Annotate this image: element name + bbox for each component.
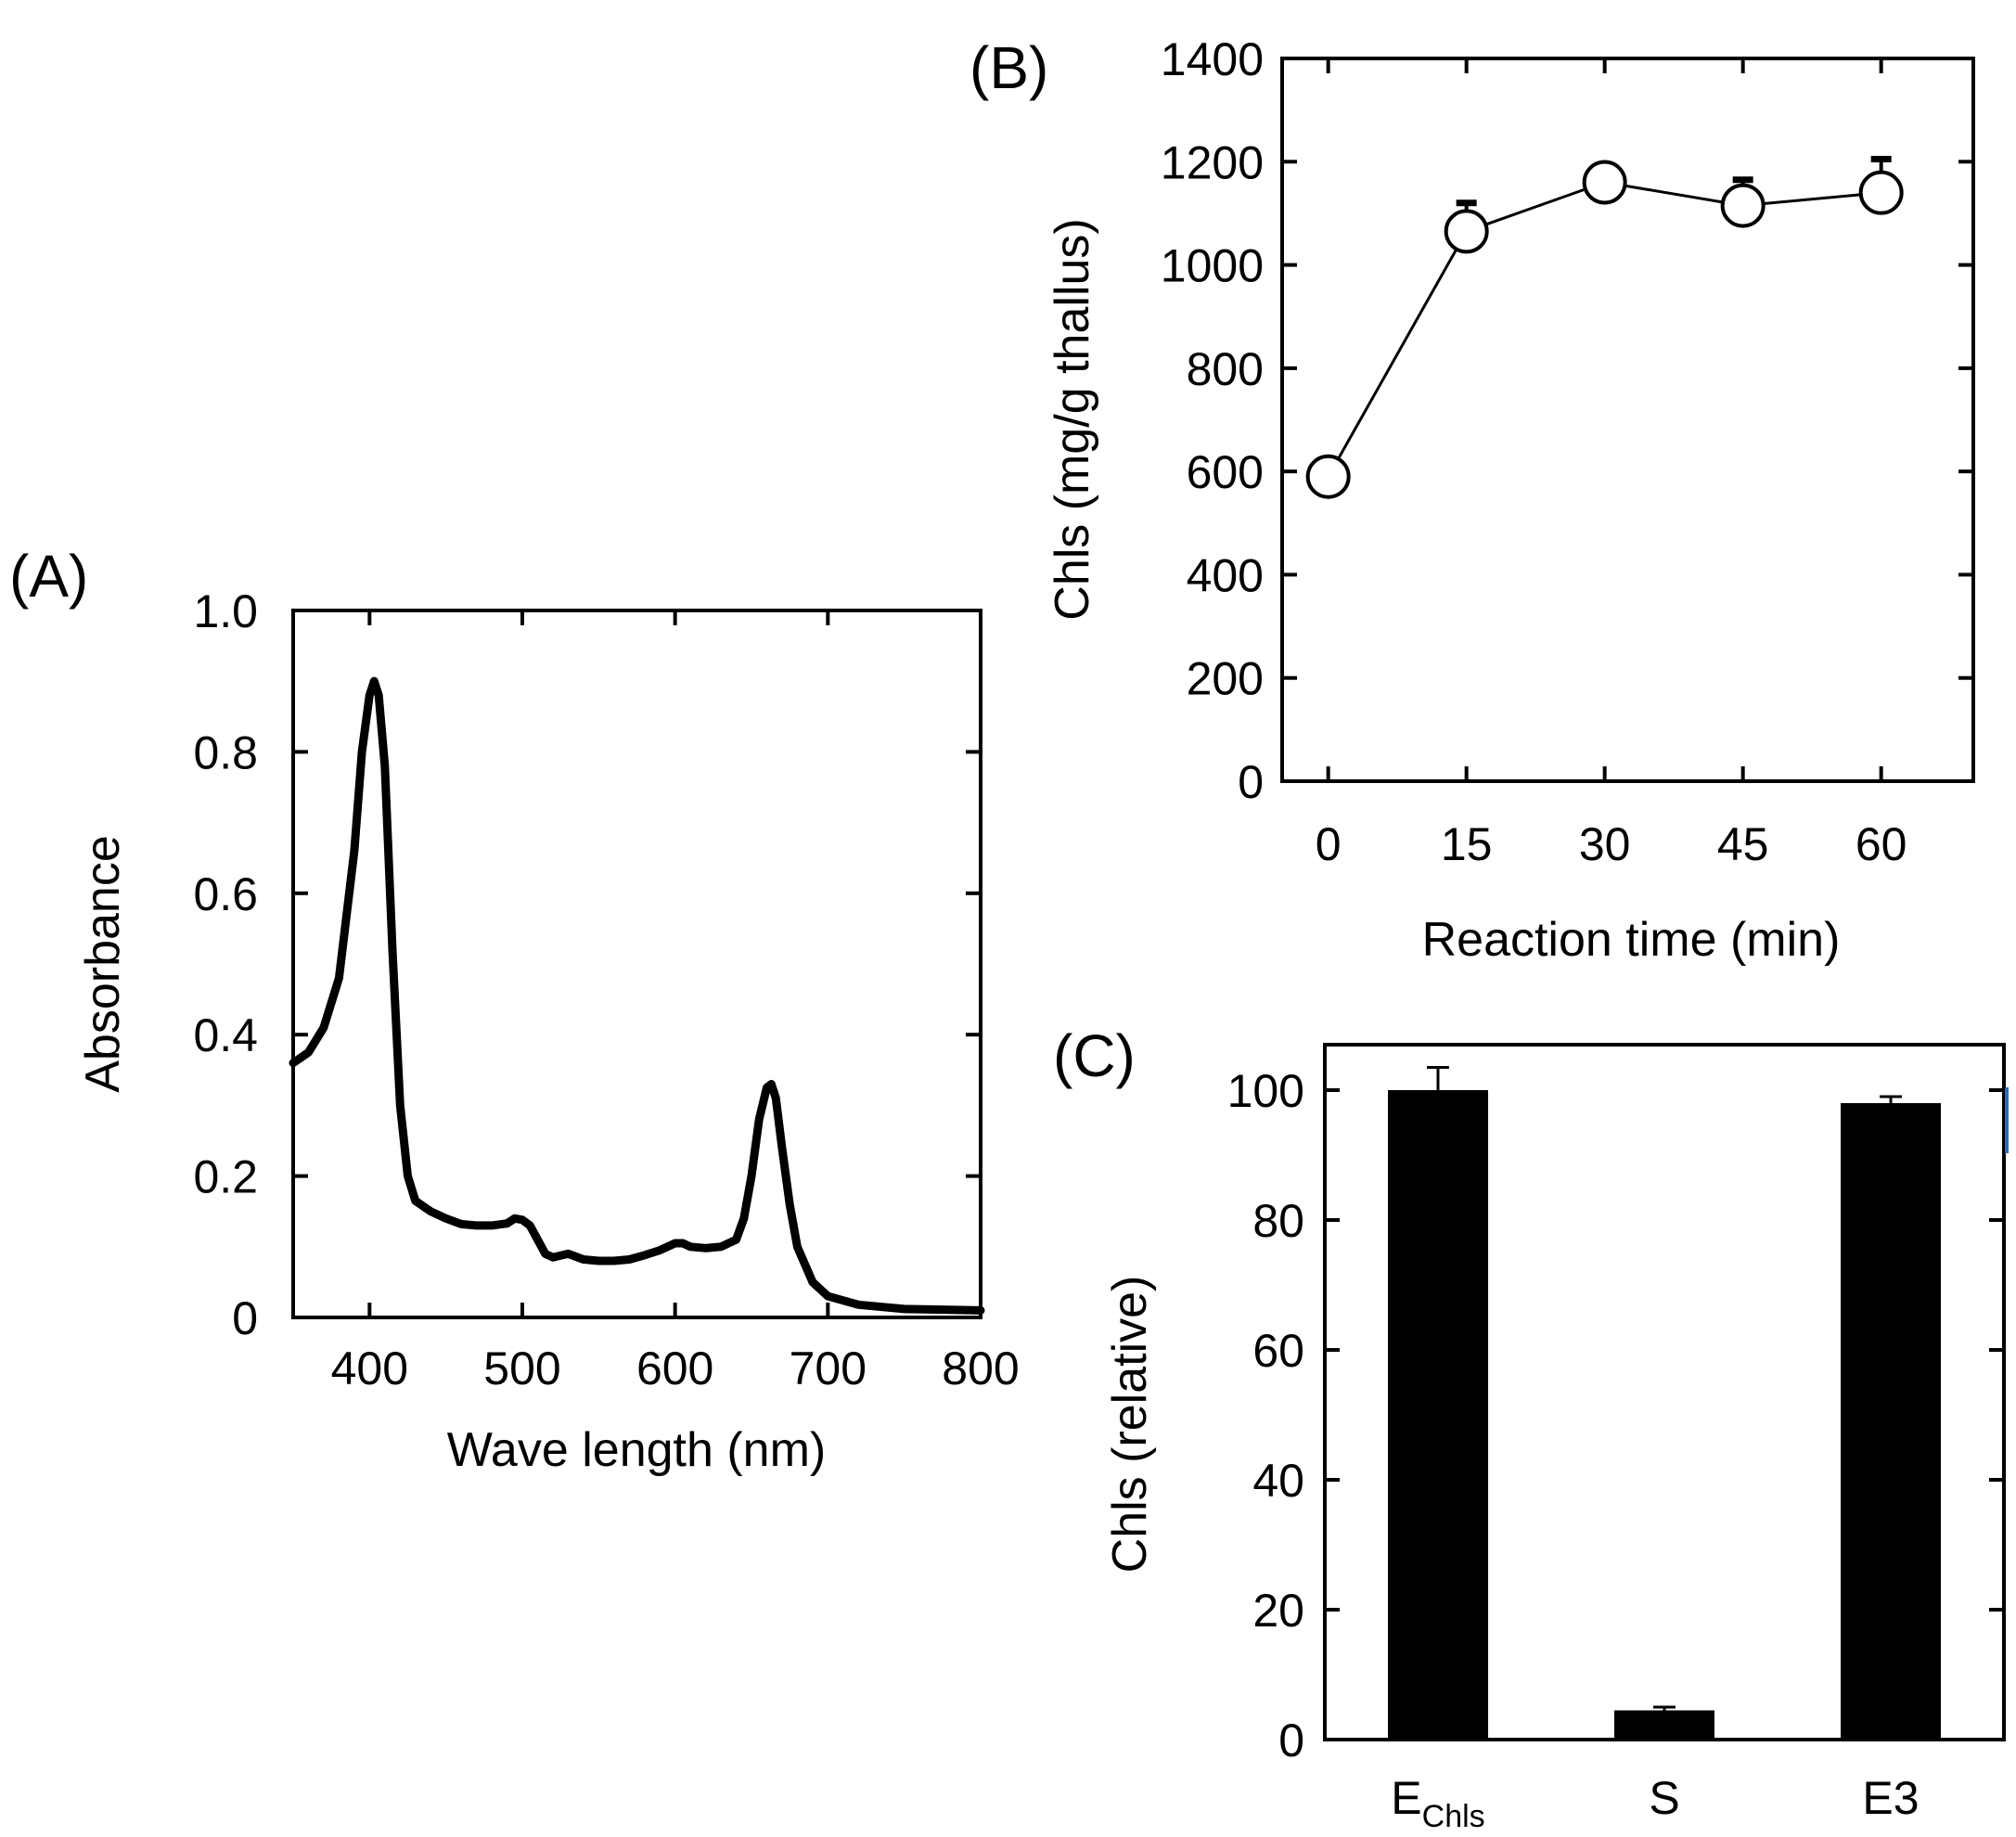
y-tick-label-c: 80: [1252, 1195, 1304, 1247]
panel-a: (A) 0 0.2 0.4 0.6 0.8 1.0 400 500 600 700 800 Wave…: [9, 543, 1020, 1477]
ticks-a: 0 0.2 0.4 0.6 0.8 1.0 400 500 600 700 800: [193, 585, 1019, 1394]
series-c: [1388, 1066, 1941, 1740]
y-tick-label-b: 1400: [1161, 33, 1264, 85]
data-point-b: [1444, 209, 1489, 254]
data-point-b: [1582, 160, 1627, 205]
bar-c: [1614, 1710, 1714, 1740]
plot-frame-b: [1280, 57, 1975, 783]
y-tick-label-b: 0: [1238, 756, 1264, 808]
x-tick-label-a: 600: [636, 1342, 713, 1394]
x-tick-label-b: 60: [1855, 818, 1907, 870]
x-tick-label-b: 45: [1717, 818, 1769, 870]
plot-frame-a: [291, 609, 982, 1319]
x-tick-label-c: EChls: [1391, 1772, 1484, 1834]
series-a: [289, 676, 985, 1315]
bar-c: [1388, 1090, 1488, 1740]
data-point-b: [1305, 454, 1351, 499]
y-tick-label-b: 600: [1187, 446, 1264, 498]
y-tick-label-b: 200: [1187, 653, 1264, 705]
y-tick-label-a: 0.6: [193, 868, 258, 920]
x-tick-label-c: E3: [1862, 1772, 1919, 1824]
data-point-b: [1720, 183, 1766, 228]
y-tick-label-b: 1200: [1161, 136, 1264, 188]
y-tick-label-c: 20: [1252, 1585, 1304, 1637]
y-tick-label-b: 400: [1187, 549, 1264, 601]
panel-label-b: (B): [969, 34, 1048, 101]
y-axis-label-c: Chls (relative): [1103, 1276, 1157, 1574]
x-tick-label-b: 30: [1579, 818, 1631, 870]
y-tick-label-a: 0.8: [193, 726, 258, 778]
y-tick-label-c: 0: [1278, 1715, 1304, 1766]
series-b: [1305, 156, 1904, 499]
x-tick-label-a: 700: [790, 1342, 867, 1394]
bar-c: [1841, 1103, 1941, 1740]
panel-c: (C) 0 20 40 60 80 100 EChls S E3 Chls (relative): [1053, 1022, 2009, 1834]
x-axis-label-a: Wave length (nm): [447, 1423, 826, 1477]
y-tick-label-a: 1.0: [193, 585, 258, 637]
spectrum-line: [289, 676, 985, 1315]
y-axis-label-a: Absorbance: [76, 835, 130, 1093]
x-tick-label-a: 800: [942, 1342, 1019, 1394]
y-tick-label-a: 0.4: [193, 1009, 258, 1061]
x-tick-label-a: 500: [483, 1342, 560, 1394]
panel-label-a: (A): [9, 543, 88, 610]
x-tick-label-b: 15: [1441, 818, 1493, 870]
ticks-b: 0 200 400 600 800 1000 1200 1400 0 15 30 45 60: [1161, 33, 1973, 870]
x-tick-label-subscript: Chls: [1422, 1799, 1485, 1834]
y-tick-label-c: 40: [1252, 1455, 1304, 1507]
panel-b: (B) 0 200 400 600 800 1000 1200 1400 0 15 30 45 60 R…: [969, 33, 1975, 967]
x-tick-label-c: S: [1649, 1772, 1679, 1824]
y-tick-label-a: 0: [232, 1292, 258, 1344]
x-axis-label-b: Reaction time (min): [1422, 913, 1841, 967]
y-tick-label-a: 0.2: [193, 1151, 258, 1203]
y-tick-label-c: 60: [1252, 1325, 1304, 1377]
x-tick-label-a: 400: [331, 1342, 408, 1394]
x-tick-label-b: 0: [1316, 818, 1342, 870]
y-tick-label-b: 1000: [1161, 240, 1264, 292]
y-tick-label-c: 100: [1227, 1065, 1304, 1117]
y-tick-label-b: 800: [1187, 343, 1264, 395]
panel-label-c: (C): [1053, 1022, 1136, 1089]
data-point-b: [1858, 170, 1904, 215]
y-axis-label-b: Chls (mg/g thallus): [1046, 218, 1099, 620]
series-line-b: [1327, 180, 1881, 478]
